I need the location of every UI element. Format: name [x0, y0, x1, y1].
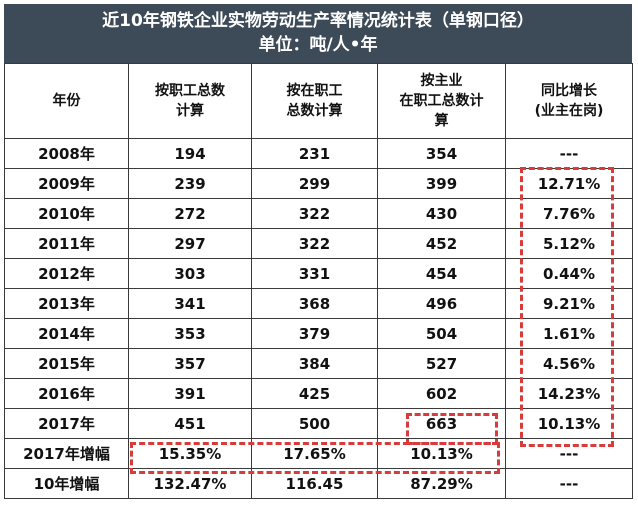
data-cell: 384 — [251, 348, 378, 379]
data-cell: --- — [505, 138, 633, 169]
data-cell: 602 — [377, 378, 506, 409]
column-header-line: 总数计算 — [286, 103, 343, 119]
column-header-line: 算 — [434, 113, 449, 129]
data-cell: 297 — [128, 228, 252, 259]
table-row: 2017年 451 500 663 10.13% — [4, 408, 633, 439]
table-row: 2009年 239 299 399 12.71% — [4, 168, 633, 199]
table-row: 2008年 194 231 354 --- — [4, 138, 633, 169]
row-label-cell: 2016年 — [4, 378, 129, 409]
table-row: 2011年 297 322 452 5.12% — [4, 228, 633, 259]
data-cell: 4.56% — [505, 348, 633, 379]
column-header: 按主业在职工总数计算 — [377, 63, 506, 139]
table-row: 2012年 303 331 454 0.44% — [4, 258, 633, 289]
data-cell: 303 — [128, 258, 252, 289]
data-cell: 379 — [251, 318, 378, 349]
table-row: 2014年 353 379 504 1.61% — [4, 318, 633, 349]
column-header-line: 同比增长 — [541, 83, 597, 99]
table-row: 2016年 391 425 602 14.23% — [4, 378, 633, 409]
data-cell: 10.13% — [377, 438, 506, 469]
data-cell: 504 — [377, 318, 506, 349]
table-body: 2008年 194 231 354 --- 2009年 239 299 399 12.71% 201… — [4, 138, 633, 499]
row-label-cell: 2017年增幅 — [4, 438, 129, 469]
data-cell: 15.35% — [128, 438, 252, 469]
table-row: 2017年增幅 15.35% 17.65% 10.13% --- — [4, 438, 633, 469]
statistics-table-container: 近10年钢铁企业实物劳动生产率情况统计表（单钢口径） 单位：吨/人•年 年份 按职… — [4, 4, 633, 499]
table-unit: 单位：吨/人•年 — [258, 35, 378, 55]
header-row: 年份 按职工总数 计算 按在职工 总数计算 按主业 在职工总数计算同比增长 (业主在岗) — [4, 63, 633, 139]
row-label-cell: 2010年 — [4, 198, 129, 229]
data-cell: --- — [505, 438, 633, 469]
column-header-line: 计算 — [176, 103, 204, 119]
table-row: 2015年 357 384 527 4.56% — [4, 348, 633, 379]
table-row: 2013年 341 368 496 9.21% — [4, 288, 633, 319]
column-header: 年份 — [4, 63, 129, 139]
data-cell: 357 — [128, 348, 252, 379]
data-cell: 14.23% — [505, 378, 633, 409]
data-cell: 132.47% — [128, 468, 252, 499]
data-cell: 322 — [251, 228, 378, 259]
row-label-cell: 2008年 — [4, 138, 129, 169]
row-label-cell: 2013年 — [4, 288, 129, 319]
data-cell: 368 — [251, 288, 378, 319]
data-cell: 5.12% — [505, 228, 633, 259]
data-cell: 17.65% — [251, 438, 378, 469]
column-header-line: 按主业 — [420, 73, 463, 89]
data-cell: 354 — [377, 138, 506, 169]
data-cell: 87.29% — [377, 468, 506, 499]
row-label-cell: 2011年 — [4, 228, 129, 259]
table-title: 近10年钢铁企业实物劳动生产率情况统计表（单钢口径） — [102, 11, 534, 31]
data-cell: 341 — [128, 288, 252, 319]
data-cell: 399 — [377, 168, 506, 199]
row-label-cell: 2009年 — [4, 168, 129, 199]
data-cell: 452 — [377, 228, 506, 259]
column-header-line: 在职工总数计 — [399, 93, 484, 109]
data-cell: 500 — [251, 408, 378, 439]
column-header-line: 按职工总数 — [155, 83, 225, 99]
row-label-cell: 2012年 — [4, 258, 129, 289]
column-header: 按在职工 总数计算 — [251, 63, 378, 139]
table-row: 2010年 272 322 430 7.76% — [4, 198, 633, 229]
data-cell: 10.13% — [505, 408, 633, 439]
data-cell: 430 — [377, 198, 506, 229]
column-header: 同比增长 (业主在岗) — [505, 63, 633, 139]
data-cell: 353 — [128, 318, 252, 349]
row-label-cell: 2014年 — [4, 318, 129, 349]
data-cell: --- — [505, 468, 633, 499]
data-cell: 451 — [128, 408, 252, 439]
column-header-line: 年份 — [52, 93, 81, 109]
row-label-cell: 10年增幅 — [4, 468, 129, 499]
data-cell: 496 — [377, 288, 506, 319]
data-cell: 322 — [251, 198, 378, 229]
data-cell: 425 — [251, 378, 378, 409]
data-cell: 231 — [251, 138, 378, 169]
data-cell: 527 — [377, 348, 506, 379]
row-label-cell: 2017年 — [4, 408, 129, 439]
data-cell: 391 — [128, 378, 252, 409]
data-cell: 116.45 — [251, 468, 378, 499]
column-header-line: (业主在岗) — [534, 103, 604, 119]
column-header: 按职工总数 计算 — [128, 63, 252, 139]
table-row: 10年增幅 132.47% 116.45 87.29% --- — [4, 468, 633, 499]
data-cell: 9.21% — [505, 288, 633, 319]
data-cell: 1.61% — [505, 318, 633, 349]
data-cell: 299 — [251, 168, 378, 199]
row-label-cell: 2015年 — [4, 348, 129, 379]
data-cell: 239 — [128, 168, 252, 199]
data-cell: 454 — [377, 258, 506, 289]
data-cell: 663 — [377, 408, 506, 439]
statistics-table: 年份 按职工总数 计算 按在职工 总数计算 按主业 在职工总数计算同比增长 (业主在岗) 20… — [4, 63, 633, 499]
data-cell: 7.76% — [505, 198, 633, 229]
table-title-bar: 近10年钢铁企业实物劳动生产率情况统计表（单钢口径） 单位：吨/人•年 — [4, 4, 632, 63]
data-cell: 331 — [251, 258, 378, 289]
data-cell: 12.71% — [505, 168, 633, 199]
column-header-line: 按在职工 — [286, 83, 343, 99]
data-cell: 0.44% — [505, 258, 633, 289]
data-cell: 272 — [128, 198, 252, 229]
data-cell: 194 — [128, 138, 252, 169]
